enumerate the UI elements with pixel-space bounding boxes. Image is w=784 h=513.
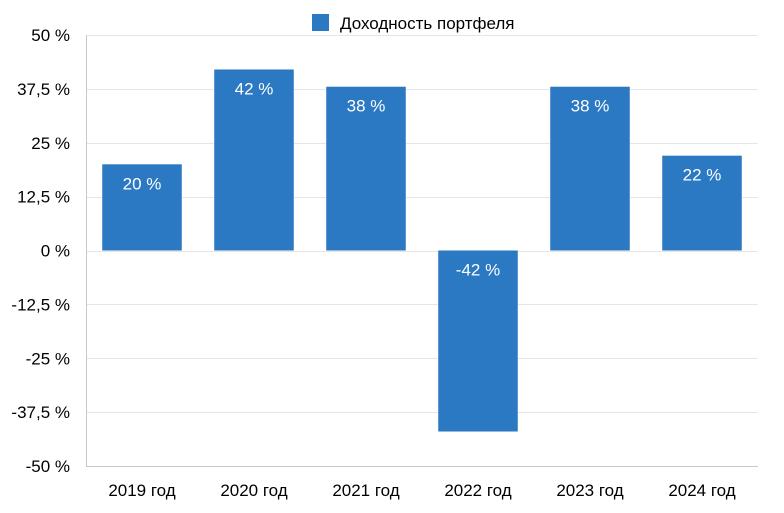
y-tick-label: -50 % bbox=[26, 457, 70, 476]
bar-data-label: 20 % bbox=[123, 174, 162, 193]
bar bbox=[550, 86, 630, 251]
y-tick-label: 37,5 % bbox=[17, 80, 70, 99]
bar-data-label: -42 % bbox=[456, 261, 500, 280]
y-tick-label: -25 % bbox=[26, 349, 70, 368]
x-category-label: 2021 год bbox=[332, 481, 399, 500]
legend: Доходность портфеля bbox=[312, 14, 515, 33]
bar bbox=[438, 250, 518, 432]
bar-data-label: 42 % bbox=[235, 79, 274, 98]
bars bbox=[102, 69, 742, 432]
legend-swatch bbox=[312, 14, 329, 31]
y-tick-label: 25 % bbox=[31, 134, 70, 153]
bar bbox=[214, 69, 294, 251]
y-tick-label: 12,5 % bbox=[17, 188, 70, 207]
x-category-label: 2020 год bbox=[220, 481, 287, 500]
x-category-label: 2023 год bbox=[556, 481, 623, 500]
x-category-label: 2022 год bbox=[444, 481, 511, 500]
x-category-label: 2019 год bbox=[108, 481, 175, 500]
y-tick-label: 0 % bbox=[41, 242, 70, 261]
axes bbox=[86, 35, 758, 467]
y-tick-label: -37,5 % bbox=[11, 403, 70, 422]
bar bbox=[662, 155, 742, 251]
y-tick-label: 50 % bbox=[31, 26, 70, 45]
grid-lines bbox=[86, 35, 758, 413]
bar bbox=[326, 86, 406, 251]
bar-data-label: 38 % bbox=[347, 97, 386, 116]
y-tick-label: -12,5 % bbox=[11, 295, 70, 314]
bar bbox=[102, 164, 182, 251]
x-category-label: 2024 год bbox=[668, 481, 735, 500]
legend-label: Доходность портфеля bbox=[340, 14, 515, 33]
labels: 50 % 37,5 % 25 % 12,5 % 0 % -12,5 % -25 % -37,5… bbox=[11, 26, 735, 500]
bar-data-label: 22 % bbox=[683, 166, 722, 185]
bar-data-label: 38 % bbox=[571, 97, 610, 116]
